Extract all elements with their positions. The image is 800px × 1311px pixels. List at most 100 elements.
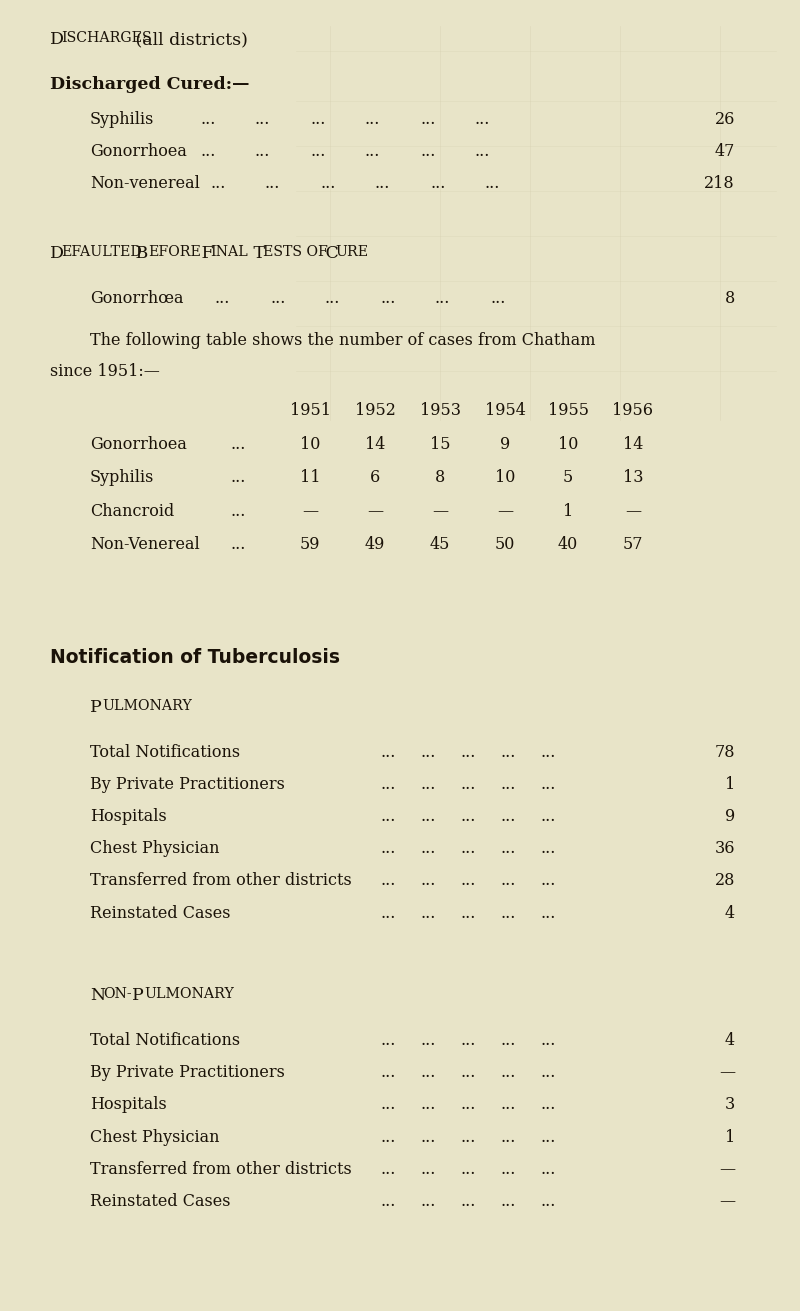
Text: ULMONARY: ULMONARY: [102, 699, 192, 713]
Text: ...: ...: [325, 290, 340, 307]
Text: Chancroid: Chancroid: [90, 503, 174, 519]
Text: Syphilis: Syphilis: [90, 111, 154, 127]
Text: ...: ...: [540, 808, 555, 825]
Text: ...: ...: [500, 1065, 515, 1082]
Text: ...: ...: [500, 872, 515, 889]
Text: ...: ...: [435, 290, 450, 307]
Text: Total Notifications: Total Notifications: [90, 1032, 240, 1049]
Text: Hospitals: Hospitals: [90, 808, 166, 825]
Text: T: T: [248, 245, 265, 262]
Text: 40: 40: [558, 536, 578, 553]
Text: Total Notifications: Total Notifications: [90, 743, 240, 760]
Text: 28: 28: [714, 872, 735, 889]
Text: 15: 15: [430, 435, 450, 452]
Text: ...: ...: [420, 905, 435, 922]
Text: ...: ...: [380, 1193, 395, 1210]
Text: ...: ...: [460, 1129, 475, 1146]
Text: 1: 1: [725, 1129, 735, 1146]
Text: Chest Physician: Chest Physician: [90, 1129, 219, 1146]
Text: 6: 6: [370, 469, 380, 486]
Text: ...: ...: [500, 840, 515, 857]
Text: Transferred from other districts: Transferred from other districts: [90, 1160, 352, 1177]
Text: ON-: ON-: [103, 987, 132, 1002]
Text: ESTS OF: ESTS OF: [263, 245, 328, 260]
Text: 11: 11: [300, 469, 320, 486]
Text: EFORE: EFORE: [148, 245, 201, 260]
Text: ...: ...: [210, 176, 226, 193]
Text: 1951: 1951: [290, 402, 330, 420]
Text: 1956: 1956: [613, 402, 654, 420]
Text: —: —: [719, 1065, 735, 1082]
Text: Gonorrhœa: Gonorrhœa: [90, 290, 183, 307]
Text: Hospitals: Hospitals: [90, 1096, 166, 1113]
Text: D: D: [50, 31, 64, 49]
Text: 4: 4: [725, 905, 735, 922]
Text: ...: ...: [460, 1065, 475, 1082]
Text: ...: ...: [540, 1096, 555, 1113]
Text: ...: ...: [380, 1032, 395, 1049]
Text: ...: ...: [420, 808, 435, 825]
Text: 9: 9: [725, 808, 735, 825]
Text: 45: 45: [430, 536, 450, 553]
Text: ...: ...: [540, 872, 555, 889]
Text: By Private Practitioners: By Private Practitioners: [90, 776, 285, 793]
Text: ...: ...: [500, 808, 515, 825]
Text: —: —: [719, 1193, 735, 1210]
Text: ...: ...: [500, 1193, 515, 1210]
Text: 10: 10: [558, 435, 578, 452]
Text: —: —: [719, 1160, 735, 1177]
Text: —: —: [432, 503, 448, 519]
Text: 1: 1: [725, 776, 735, 793]
Text: ...: ...: [475, 143, 490, 160]
Text: 1953: 1953: [419, 402, 461, 420]
Text: (all districts): (all districts): [130, 31, 248, 49]
Text: 59: 59: [300, 536, 320, 553]
Text: 3: 3: [725, 1096, 735, 1113]
Text: 26: 26: [714, 111, 735, 127]
Text: ...: ...: [420, 111, 435, 127]
Text: —: —: [367, 503, 383, 519]
Text: ...: ...: [540, 776, 555, 793]
Text: 4: 4: [725, 1032, 735, 1049]
Text: ...: ...: [540, 1129, 555, 1146]
Text: ...: ...: [420, 743, 435, 760]
Text: ...: ...: [460, 905, 475, 922]
Text: ...: ...: [420, 143, 435, 160]
Text: 13: 13: [622, 469, 643, 486]
Text: Gonorrhoea: Gonorrhoea: [90, 143, 187, 160]
Text: ...: ...: [460, 776, 475, 793]
Text: ...: ...: [320, 176, 335, 193]
Text: C: C: [320, 245, 339, 262]
Text: P: P: [132, 987, 144, 1004]
Text: ...: ...: [380, 776, 395, 793]
Text: 1955: 1955: [547, 402, 589, 420]
Text: ...: ...: [500, 743, 515, 760]
Text: ...: ...: [540, 905, 555, 922]
Text: ...: ...: [500, 1096, 515, 1113]
Text: ...: ...: [460, 840, 475, 857]
Text: ...: ...: [540, 743, 555, 760]
Text: ...: ...: [460, 872, 475, 889]
Text: Chest Physician: Chest Physician: [90, 840, 219, 857]
Text: ...: ...: [310, 143, 326, 160]
Text: ...: ...: [540, 840, 555, 857]
Text: ...: ...: [475, 111, 490, 127]
Text: ...: ...: [500, 1032, 515, 1049]
Text: Reinstated Cases: Reinstated Cases: [90, 905, 230, 922]
Text: ULMONARY: ULMONARY: [144, 987, 234, 1002]
Text: ...: ...: [500, 776, 515, 793]
Text: ...: ...: [380, 840, 395, 857]
Text: ...: ...: [420, 1032, 435, 1049]
Text: ...: ...: [500, 1160, 515, 1177]
Text: ...: ...: [265, 176, 280, 193]
Text: Non-venereal: Non-venereal: [90, 176, 200, 193]
Text: ...: ...: [380, 905, 395, 922]
Text: ...: ...: [255, 143, 270, 160]
Text: ...: ...: [420, 776, 435, 793]
Text: 5: 5: [563, 469, 573, 486]
Text: ...: ...: [200, 143, 215, 160]
Text: ...: ...: [420, 1193, 435, 1210]
Text: ...: ...: [310, 111, 326, 127]
Text: —: —: [497, 503, 513, 519]
Text: ...: ...: [460, 1032, 475, 1049]
